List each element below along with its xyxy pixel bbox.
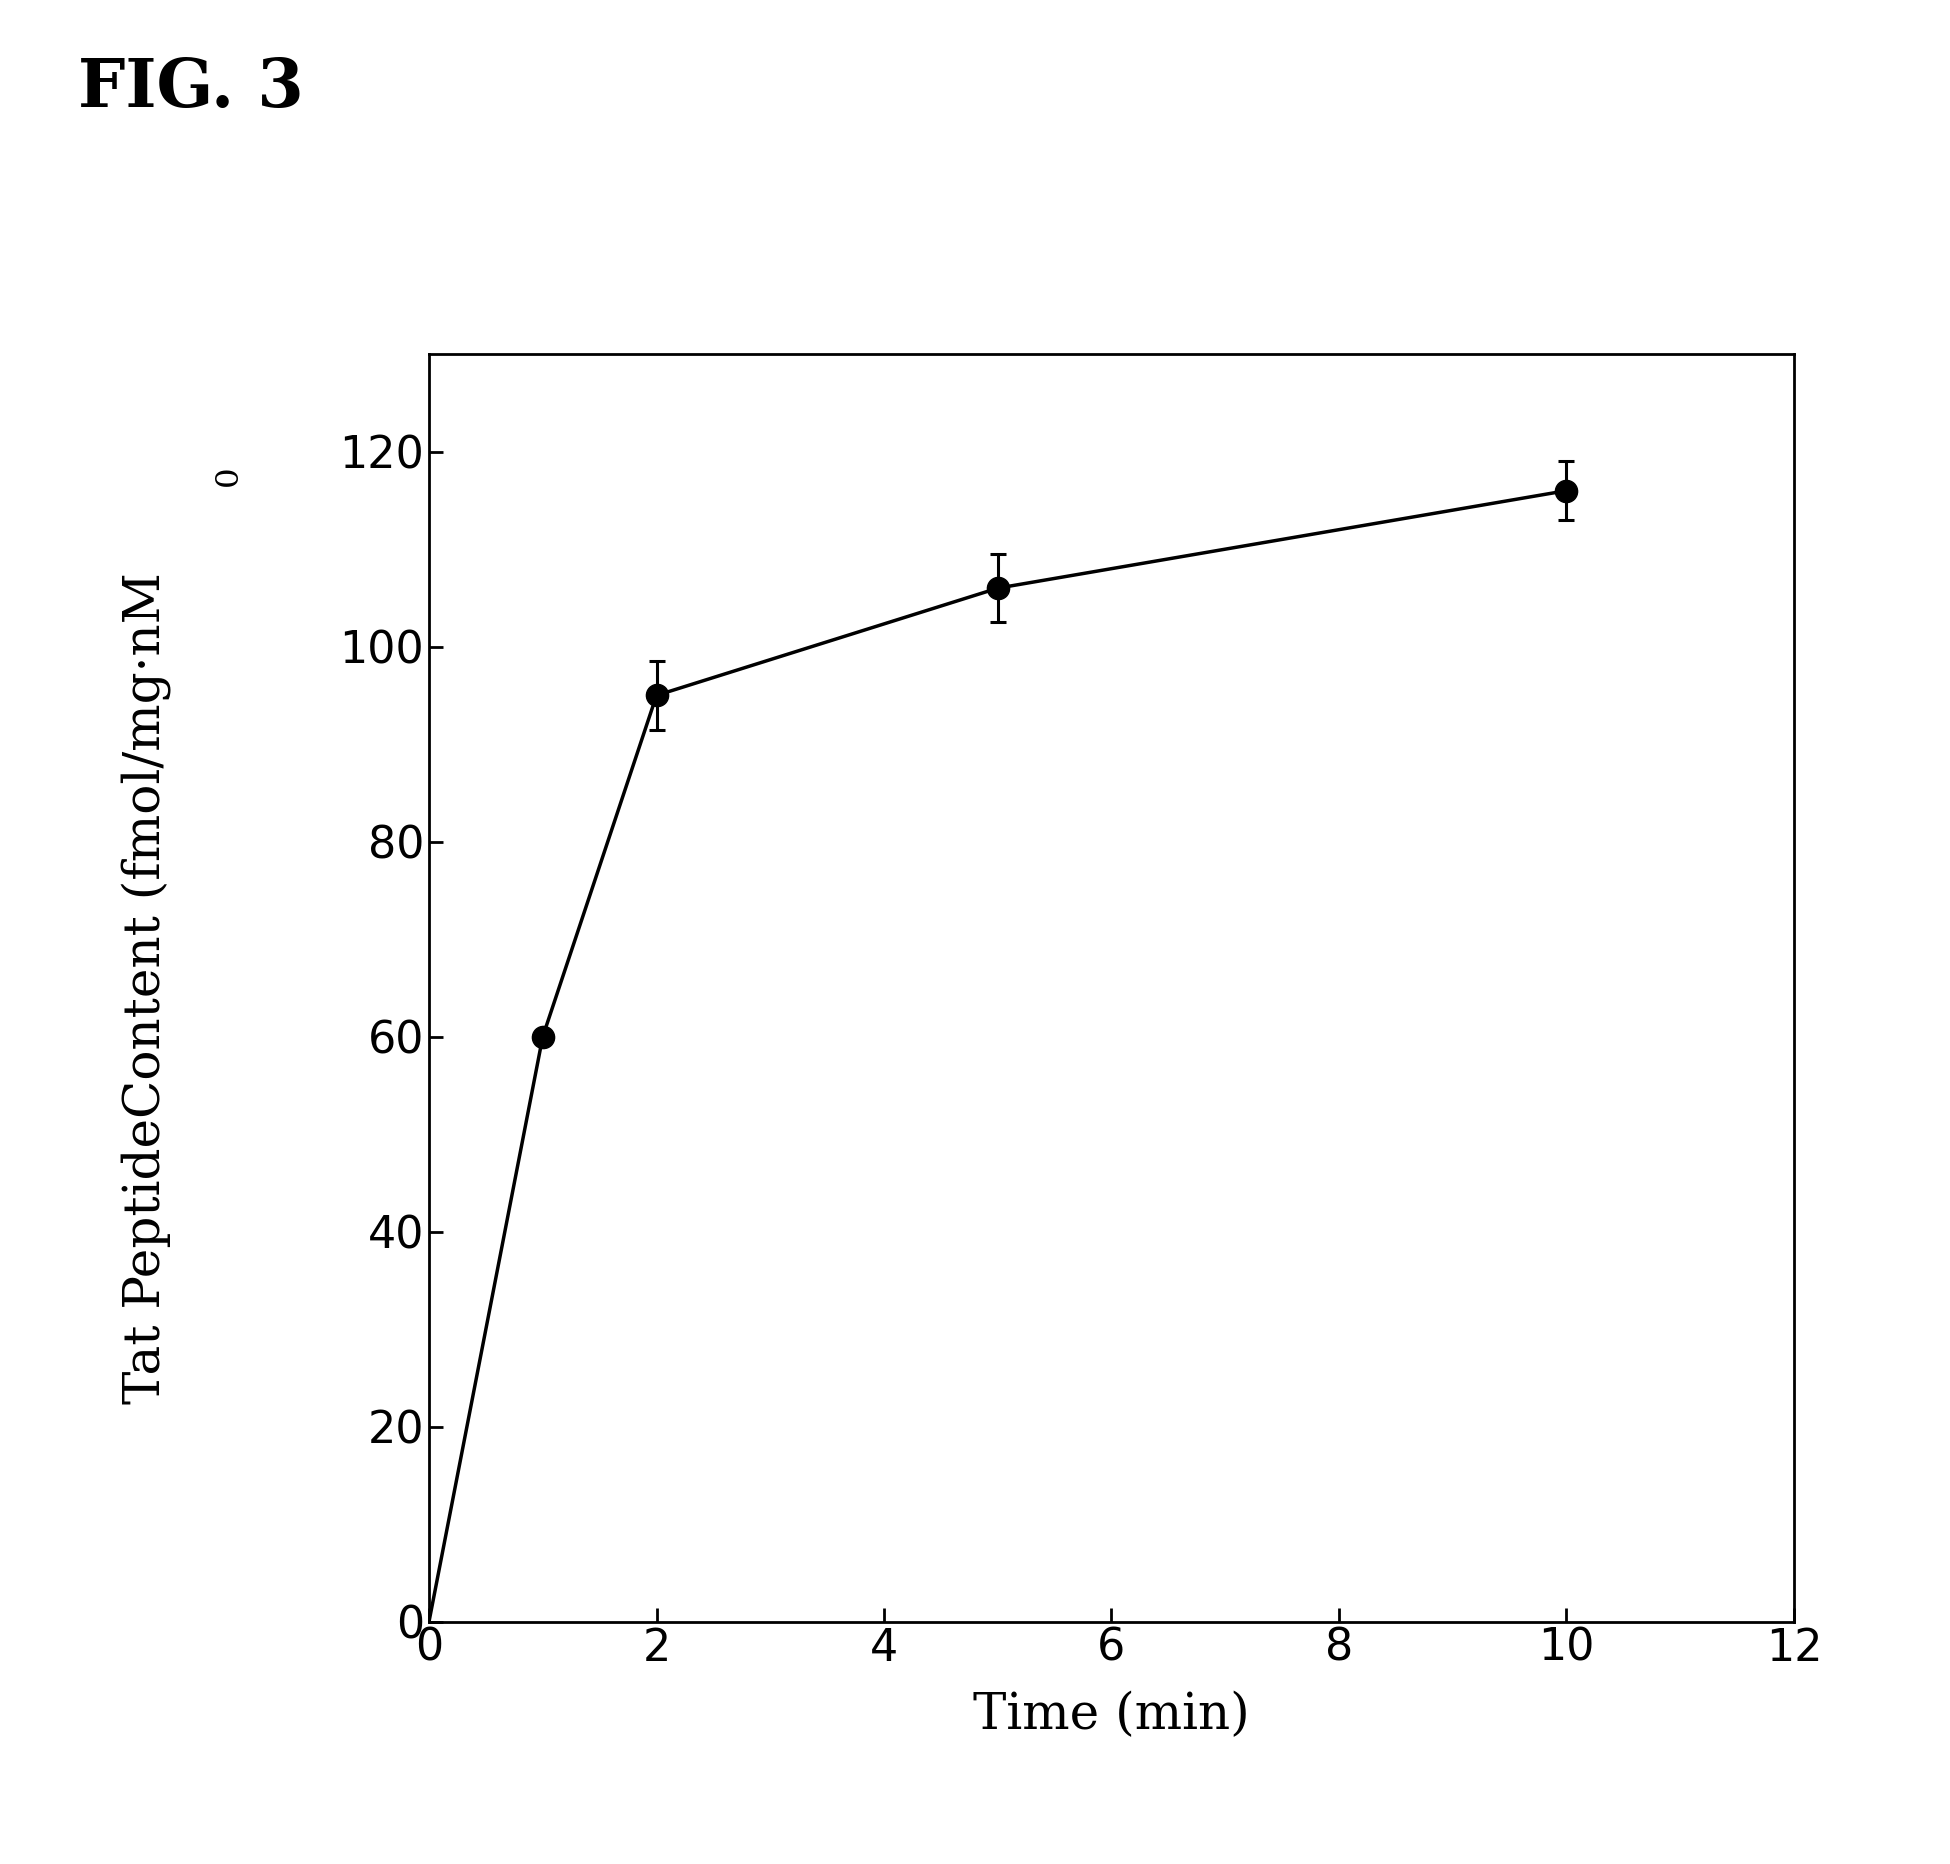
Text: FIG. 3: FIG. 3 [78,56,304,121]
X-axis label: Time (min): Time (min) [973,1691,1250,1739]
Text: 0: 0 [213,464,244,487]
Text: Tat PeptideContent (fmol/mg·nM: Tat PeptideContent (fmol/mg·nM [121,572,172,1404]
